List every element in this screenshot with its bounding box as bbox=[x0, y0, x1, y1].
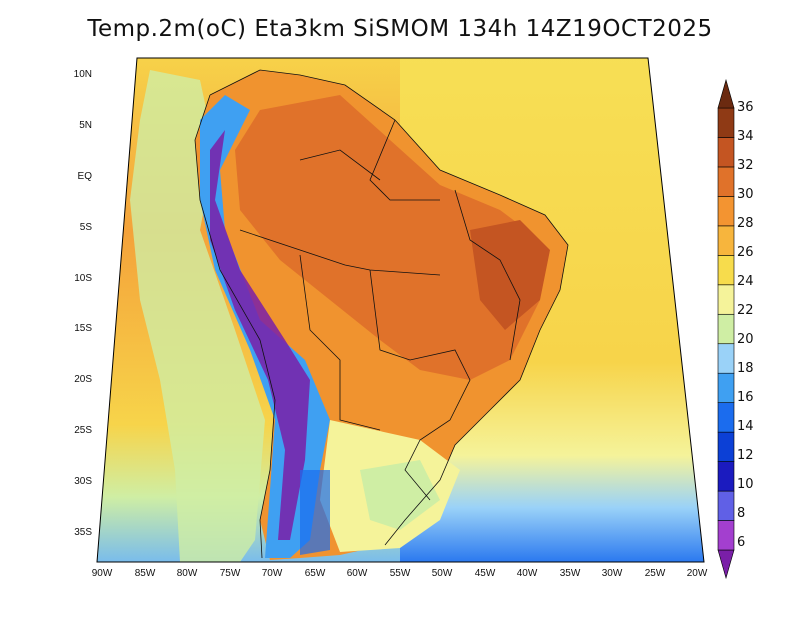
colorbar-swatch bbox=[717, 284, 735, 315]
lon-label: 75W bbox=[219, 568, 241, 579]
lon-label: 85W bbox=[134, 568, 156, 579]
lat-label: 10S bbox=[74, 273, 92, 284]
colorbar-label: 30 bbox=[737, 187, 754, 202]
colorbar bbox=[717, 78, 735, 580]
colorbar-label: 12 bbox=[737, 448, 754, 463]
lon-label: 50W bbox=[431, 568, 453, 579]
lon-label: 25W bbox=[644, 568, 666, 579]
colorbar-label: 28 bbox=[737, 216, 754, 231]
colorbar-label: 16 bbox=[737, 390, 754, 405]
country-borders bbox=[194, 69, 569, 559]
colorbar-swatch bbox=[717, 490, 735, 521]
map-frame bbox=[96, 57, 705, 563]
lon-label: 55W bbox=[389, 568, 411, 579]
colorbar-swatch bbox=[717, 549, 735, 580]
colorbar-label: 26 bbox=[737, 245, 754, 260]
colorbar-label: 36 bbox=[737, 100, 754, 115]
colorbar-swatch bbox=[717, 107, 735, 138]
colorbar-swatch bbox=[717, 431, 735, 462]
lat-label: 5N bbox=[79, 120, 92, 131]
lon-label: 35W bbox=[559, 568, 581, 579]
lon-label: 20W bbox=[686, 568, 708, 579]
colorbar-label: 6 bbox=[737, 535, 746, 550]
lon-label: 60W bbox=[346, 568, 368, 579]
colorbar-swatch bbox=[717, 402, 735, 433]
lon-label: 70W bbox=[261, 568, 283, 579]
colorbar-swatch bbox=[717, 520, 735, 551]
colorbar-label: 14 bbox=[737, 419, 754, 434]
lat-label: 10N bbox=[73, 69, 92, 80]
lat-label: 30S bbox=[74, 476, 92, 487]
lat-label: 15S bbox=[74, 323, 92, 334]
lon-label: 65W bbox=[304, 568, 326, 579]
lon-label: 45W bbox=[474, 568, 496, 579]
colorbar-swatch bbox=[717, 372, 735, 403]
colorbar-label: 10 bbox=[737, 477, 754, 492]
colorbar-swatch bbox=[717, 461, 735, 492]
colorbar-label: 20 bbox=[737, 332, 754, 347]
colorbar-swatch bbox=[717, 255, 735, 286]
colorbar-label: 24 bbox=[737, 274, 754, 289]
colorbar-label: 34 bbox=[737, 129, 754, 144]
lon-label: 30W bbox=[601, 568, 623, 579]
lon-label: 90W bbox=[91, 568, 113, 579]
colorbar-swatch bbox=[717, 313, 735, 345]
lon-label: 80W bbox=[176, 568, 198, 579]
colorbar-label: 22 bbox=[737, 303, 754, 318]
colorbar-swatch bbox=[717, 196, 735, 227]
lon-label: 40W bbox=[516, 568, 538, 579]
colorbar-label: 32 bbox=[737, 158, 754, 173]
lat-label: EQ bbox=[77, 171, 92, 182]
colorbar-label: 8 bbox=[737, 506, 746, 521]
map-title: Temp.2m(oC) Eta3km SiSMOM 134h 14Z19OCT2… bbox=[87, 16, 713, 42]
lat-label: 25S bbox=[74, 425, 92, 436]
colorbar-label: 18 bbox=[737, 361, 754, 376]
lat-label: 35S bbox=[74, 527, 92, 538]
colorbar-swatch bbox=[717, 137, 735, 168]
colorbar-swatch bbox=[717, 166, 735, 197]
colorbar-swatch bbox=[717, 78, 735, 109]
colorbar-swatch bbox=[717, 343, 735, 374]
colorbar-swatch bbox=[717, 225, 735, 256]
temperature-field bbox=[97, 58, 704, 562]
lat-label: 5S bbox=[79, 222, 92, 233]
lat-label: 20S bbox=[74, 374, 92, 385]
